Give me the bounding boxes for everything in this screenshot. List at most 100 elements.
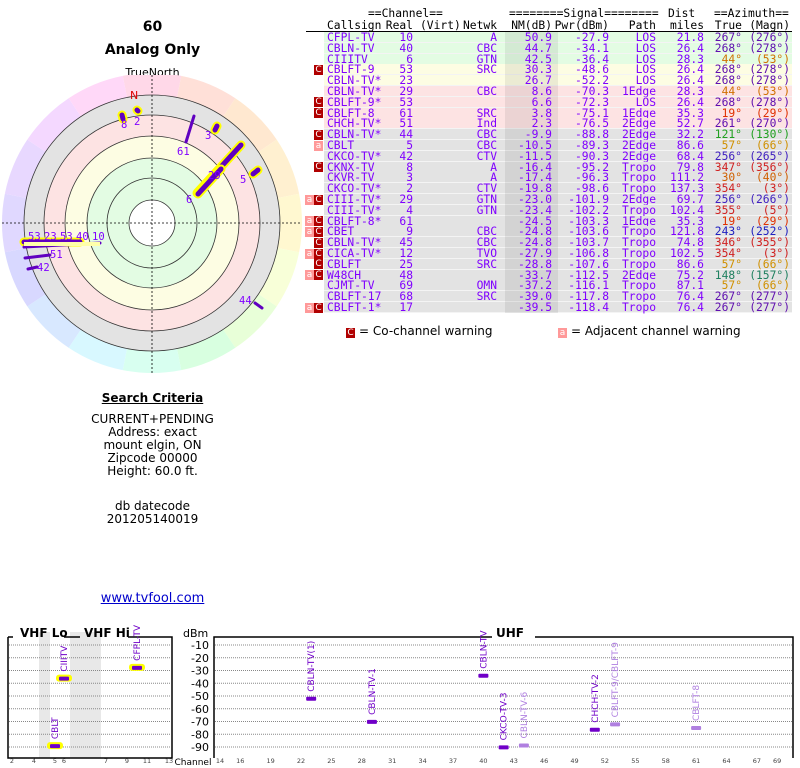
distance: 26.4 xyxy=(676,63,704,77)
table-row[interactable]: CFPL-TV 10 A 50.9 -27.9 LOS 21.8 267° (276°) xyxy=(324,32,792,43)
nm-column-shade xyxy=(505,32,558,43)
path: Tropo xyxy=(621,236,656,250)
dbm-unit-label: dBm xyxy=(183,627,208,640)
azimuth-magnetic: (278°) xyxy=(749,41,790,55)
network: TVO xyxy=(476,247,497,260)
azimuth-true: 268° xyxy=(714,95,742,109)
table-row[interactable]: CBLFT 25 SRC -28.8 -107.6 Tropo 86.6 57° (66°) xyxy=(324,259,792,270)
distance: 68.4 xyxy=(676,149,704,163)
nm-column-shade xyxy=(505,302,558,313)
vhf-frame xyxy=(7,636,173,759)
callsign: CFPL-TV xyxy=(327,31,375,44)
power: -112.5 xyxy=(568,268,609,282)
azimuth-true: 268° xyxy=(714,41,742,55)
distance: 76.4 xyxy=(676,290,704,304)
azimuth-true: 256° xyxy=(714,149,742,163)
nm-column-shade xyxy=(505,161,558,173)
power: -70.3 xyxy=(574,85,609,98)
table-row[interactable]: CBLFT-17 68 SRC -39.0 -117.8 Tropo 76.4 267° (27… xyxy=(324,291,792,302)
column-header: (Virt) xyxy=(420,19,461,32)
station-direction-mark xyxy=(119,112,126,122)
noise-margin: -11.5 xyxy=(517,149,552,163)
table-row[interactable]: CBLT 5 CBC -10.5 -89.3 2Edge 86.6 57° (66°) xyxy=(324,140,792,151)
channel-tick-label: 5 xyxy=(53,757,57,765)
channel-tick-label: 6 xyxy=(62,757,66,765)
table-row[interactable]: CBLN-TV* 23 26.7 -52.2 LOS 26.4 268° (278°) xyxy=(324,75,792,86)
channel-tick-label: 49 xyxy=(570,757,578,765)
azimuth-true: 121° xyxy=(714,128,742,142)
table-row[interactable]: CBLFT-1* 17 -39.5 -118.4 Tropo 76.4 267° (277°) xyxy=(324,302,792,313)
path: 1Edge xyxy=(621,214,656,228)
table-row[interactable]: CKNX-TV 8 A -16.4 -95.2 Tropo 79.8 347° (356°) xyxy=(324,161,792,173)
noise-margin: -9.9 xyxy=(524,128,552,142)
co-channel-warning-icon: C xyxy=(346,328,355,338)
table-row[interactable]: CKCO-TV* 42 CTV -11.5 -90.3 2Edge 68.4 256° (265… xyxy=(324,151,792,162)
table-row[interactable]: CBLFT-9 53 SRC 30.3 -48.6 LOS 26.4 268° (278°) xyxy=(324,63,792,77)
noise-margin: 26.7 xyxy=(524,74,552,88)
azimuth-magnetic: (66°) xyxy=(755,279,790,293)
uhf-frame xyxy=(213,636,794,758)
adjacent-channel-warning-icon: a xyxy=(558,328,567,338)
network: SRC xyxy=(476,257,497,271)
dbm-tick-label: -70 xyxy=(191,716,209,729)
nm-column-shade xyxy=(505,42,558,54)
table-row[interactable]: CIII-TV* 29 GTN -23.0 -101.9 2Edge 69.7 256° (26… xyxy=(324,194,792,205)
vhf-hi-label: VHF Hi xyxy=(84,626,130,640)
table-row[interactable]: CBLFT-8 61 SRC 3.8 -75.1 1Edge 35.3 19° (29°) xyxy=(324,106,792,120)
station-signal-mark xyxy=(518,743,529,748)
table-row[interactable]: CBLN-TV* 29 CBC 8.6 -70.3 1Edge 28.3 44° (53°) xyxy=(324,86,792,97)
tvfool-link[interactable]: www.tvfool.com xyxy=(100,591,205,606)
noise-margin: -39.5 xyxy=(517,301,552,314)
table-row[interactable]: CKVR-TV 3 A -17.4 -96.3 Tropo 111.2 30° (40°) xyxy=(324,172,792,184)
table-row[interactable]: CBET 9 CBC -24.8 -103.6 Tropo 121.8 243° (252°) xyxy=(324,225,792,239)
table-row[interactable]: CBLN-TV* 44 CBC -9.9 -88.8 2Edge 32.2 121° (130°… xyxy=(324,129,792,140)
station-label: CHCH-TV-2 xyxy=(591,674,601,723)
callsign: CBLFT xyxy=(327,257,362,271)
station-direction-mark xyxy=(134,107,141,114)
distance: 69.7 xyxy=(676,193,704,206)
azimuth-true: 57° xyxy=(721,279,742,293)
azimuth-true: 261° xyxy=(714,117,742,131)
spectrum-chart: VHF Lo VHF Hi UHFdBm-10-20-30-40-50-60-70-… xyxy=(7,624,794,768)
co-channel-warning-icon: C xyxy=(314,194,323,205)
table-row[interactable]: CICA-TV* 12 TVO -27.9 -106.8 Tropo 102.5 354° (3… xyxy=(324,248,792,259)
nm-column-shade xyxy=(505,280,558,292)
table-row[interactable]: W48CH 48 -33.7 -112.5 2Edge 75.2 148° (157°) xyxy=(324,268,792,282)
channel-real: 53 xyxy=(399,95,413,109)
channel-tick-label: 34 xyxy=(418,757,426,765)
co-channel-warning-icon: C xyxy=(314,64,323,75)
azimuth-magnetic: (53°) xyxy=(755,52,790,66)
channel-real: 9 xyxy=(406,225,413,239)
azimuth-magnetic: (270°) xyxy=(749,117,790,131)
polar-channel-label: 5 xyxy=(240,174,246,186)
station-direction-mark xyxy=(250,167,261,177)
table-row[interactable]: CKCO-TV* 2 CTV -19.8 -98.6 Tropo 137.3 354° (3°) xyxy=(324,183,792,194)
path: Tropo xyxy=(621,182,656,196)
distance: 32.2 xyxy=(676,128,704,142)
column-header: Pwr(dBm) xyxy=(554,19,609,32)
table-row[interactable]: CBLN-TV 40 CBC 44.7 -34.1 LOS 26.4 268° (278°) xyxy=(324,43,792,54)
callsign: CBLT xyxy=(327,139,355,152)
table-row[interactable]: CBLFT-8* 61 -24.5 -103.3 1Edge 35.3 19° (29°) xyxy=(324,214,792,228)
path: 2Edge xyxy=(621,117,656,131)
channel-tick-label: 43 xyxy=(510,757,518,765)
search-line: mount elgin, ON xyxy=(103,438,202,452)
table-row[interactable]: CIII-TV* 4 GTN -23.4 -102.2 Tropo 102.4 355° (5°… xyxy=(324,205,792,216)
table-row[interactable]: CJMT-TV 69 OMN -37.2 -116.1 Tropo 87.1 57° (66°) xyxy=(324,279,792,293)
table-row[interactable]: CBLFT-9* 53 6.6 -72.3 LOS 26.4 268° (278°) xyxy=(324,97,792,108)
table-row[interactable]: CHCH-TV* 51 Ind 2.3 -76.5 2Edge 52.7 261° (270°) xyxy=(324,117,792,131)
azimuth-true: 57° xyxy=(721,257,742,271)
callsign: CIIITV xyxy=(327,52,368,66)
noise-margin: -24.8 xyxy=(517,225,552,239)
polar-channel-label: 42 xyxy=(37,262,50,274)
adjacent-channel-warning-icon: a xyxy=(305,270,314,281)
table-row[interactable]: CIIITV 6 GTN 42.5 -36.4 LOS 28.3 44° (53°) xyxy=(324,52,792,66)
callsign: CBLFT-9 xyxy=(327,63,375,77)
path: LOS xyxy=(635,95,656,109)
table-row[interactable]: CBLN-TV* 45 CBC -24.8 -103.7 Tropo 74.8 346° (35… xyxy=(324,237,792,248)
noise-margin: 3.8 xyxy=(531,106,552,120)
channel-tick-label: 64 xyxy=(722,757,730,765)
network: CBC xyxy=(476,236,497,250)
azimuth-true: 57° xyxy=(721,139,742,152)
callsign: CJMT-TV xyxy=(327,279,375,293)
